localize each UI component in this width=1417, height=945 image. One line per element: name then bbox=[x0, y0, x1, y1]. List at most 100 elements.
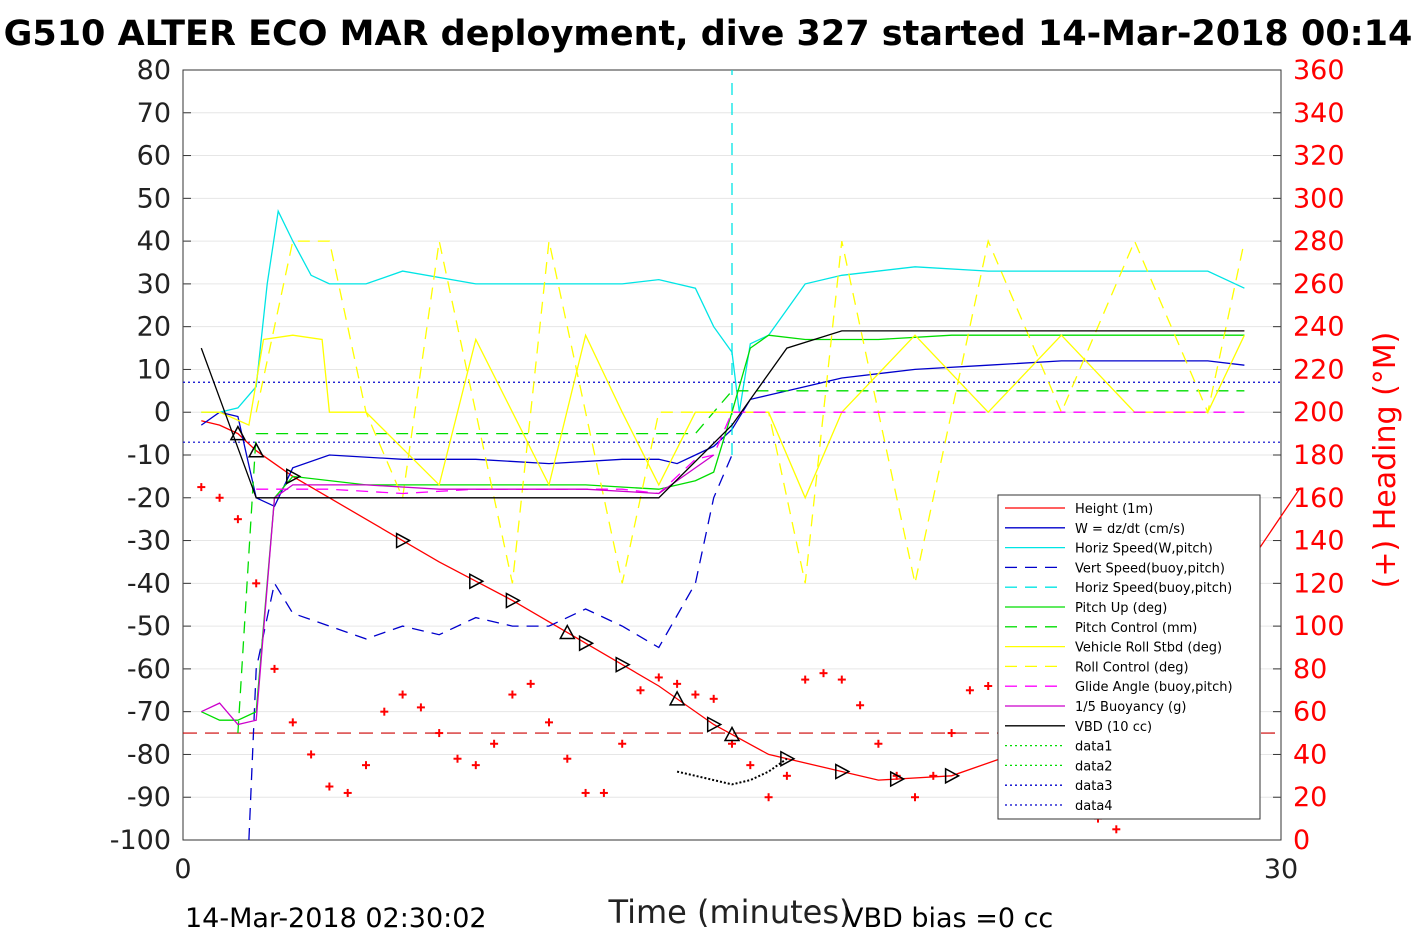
legend-entry: Vehicle Roll Stbd (deg) bbox=[1005, 641, 1222, 656]
heading-point bbox=[819, 669, 828, 678]
legend-label: data3 bbox=[1075, 779, 1113, 794]
series-line bbox=[201, 333, 1245, 500]
heading-point bbox=[215, 493, 224, 502]
y-tick-label: 70 bbox=[137, 98, 171, 129]
heading-point bbox=[435, 729, 444, 738]
triangle-right-marker bbox=[889, 770, 906, 788]
legend-label: Vehicle Roll Stbd (deg) bbox=[1075, 641, 1222, 656]
legend-label: Pitch Control (mm) bbox=[1075, 621, 1197, 636]
heading-point bbox=[526, 679, 535, 688]
series-line bbox=[237, 390, 1245, 734]
heading-point bbox=[636, 686, 645, 695]
series-line bbox=[200, 360, 1245, 508]
y-right-tick-label: 260 bbox=[1293, 269, 1345, 300]
marker-path bbox=[676, 757, 788, 786]
triangle-up-marker bbox=[723, 725, 741, 742]
y-tick-label: 30 bbox=[137, 269, 171, 300]
y-right-tick-label: 140 bbox=[1293, 526, 1345, 557]
heading-point bbox=[654, 673, 663, 682]
legend-label: Roll Control (deg) bbox=[1075, 660, 1189, 675]
heading-point bbox=[471, 761, 480, 770]
triangle-up-marker bbox=[229, 425, 247, 441]
y-axis-left-ticks: 80 70 60 50 40 30 20 10 0 -10 -20 -30 -40 -50 -60 -70 -8… bbox=[110, 55, 191, 856]
heading-point bbox=[837, 675, 846, 684]
legend-entry: data2 bbox=[1005, 759, 1113, 774]
plot-area bbox=[182, 69, 1300, 841]
y-tick-label: -70 bbox=[127, 697, 171, 728]
heading-point bbox=[691, 690, 700, 699]
heading-point bbox=[362, 761, 370, 770]
y-tick-label: -20 bbox=[127, 483, 171, 514]
y-right-tick-label: 100 bbox=[1293, 611, 1345, 642]
heading-point bbox=[673, 679, 682, 688]
heading-point bbox=[252, 579, 261, 588]
legend-label: Height (1m) bbox=[1075, 502, 1153, 517]
series-line bbox=[200, 330, 1245, 499]
y-right-tick-label: 180 bbox=[1293, 440, 1345, 471]
series-line bbox=[256, 411, 1245, 495]
heading-point bbox=[618, 739, 627, 748]
y-tick-label: -30 bbox=[127, 526, 171, 557]
series-line bbox=[255, 238, 1246, 584]
y-right-tick-label: 120 bbox=[1293, 568, 1345, 599]
legend-label: Vert Speed(buoy,pitch) bbox=[1075, 561, 1225, 576]
heading-point bbox=[1112, 825, 1121, 834]
heading-point bbox=[545, 718, 553, 727]
y-right-tick-label: 160 bbox=[1293, 483, 1345, 514]
heading-point bbox=[307, 750, 316, 759]
y-right-tick-label: 40 bbox=[1293, 739, 1327, 770]
heading-point bbox=[764, 793, 773, 802]
legend-label: data1 bbox=[1075, 740, 1113, 755]
y-tick-label: -50 bbox=[127, 611, 171, 642]
x-axis-label: Time (minutes) bbox=[608, 893, 852, 931]
heading-point bbox=[965, 686, 974, 695]
y-right-tick-label: 280 bbox=[1293, 226, 1345, 257]
y-right-tick-label: 220 bbox=[1293, 354, 1345, 385]
legend-label: W = dz/dt (cm/s) bbox=[1075, 522, 1185, 537]
legend-label: Horiz Speed(buoy,pitch) bbox=[1075, 581, 1232, 596]
heading-point bbox=[911, 793, 919, 802]
heading-point bbox=[947, 729, 956, 738]
y-right-tick-label: 320 bbox=[1293, 141, 1345, 172]
legend-entry: W = dz/dt (cm/s) bbox=[1005, 522, 1185, 537]
triangle-right-marker bbox=[615, 656, 631, 673]
heading-point bbox=[343, 788, 352, 797]
y-axis-right-ticks: 3603403203002802602402202001801601401201… bbox=[1273, 55, 1345, 856]
legend-entry: Pitch Up (deg) bbox=[1005, 601, 1167, 616]
triangle-up-marker bbox=[559, 623, 576, 640]
y-tick-label: 20 bbox=[137, 312, 171, 343]
legend-entry: Vert Speed(buoy,pitch) bbox=[1005, 561, 1225, 576]
legend-label: Glide Angle (buoy,pitch) bbox=[1075, 680, 1233, 695]
chart-title: G510 ALTER ECO MAR deployment, dive 327 … bbox=[4, 14, 1413, 54]
y-right-tick-label: 340 bbox=[1293, 98, 1345, 129]
heading-point bbox=[563, 754, 572, 763]
y-axis-right-label: (+) Heading (°M) bbox=[1368, 332, 1403, 589]
legend-entry: Glide Angle (buoy,pitch) bbox=[1005, 680, 1233, 695]
heading-point bbox=[929, 771, 938, 780]
legend-entry: Height (1m) bbox=[1005, 502, 1153, 517]
y-tick-label: 50 bbox=[137, 183, 171, 214]
y-tick-label: -80 bbox=[127, 739, 171, 770]
y-right-tick-label: 0 bbox=[1293, 825, 1310, 856]
footer-vbd-bias: VBD bias =0 cc bbox=[845, 903, 1053, 934]
x-axis-ticks: 0 30 bbox=[174, 854, 1298, 885]
heading-point bbox=[197, 483, 206, 492]
legend-entry: Horiz Speed(W,pitch) bbox=[1005, 542, 1213, 557]
series-line bbox=[248, 454, 733, 841]
legend-label: VBD (10 cc) bbox=[1075, 720, 1152, 735]
legend-entry: Horiz Speed(buoy,pitch) bbox=[1005, 581, 1232, 596]
triangle-right-marker bbox=[505, 592, 521, 609]
y-right-tick-label: 360 bbox=[1293, 55, 1345, 86]
footer-timestamp: 14-Mar-2018 02:30:02 bbox=[185, 903, 487, 934]
y-tick-label: -40 bbox=[127, 568, 171, 599]
heading-point bbox=[782, 771, 791, 780]
y-right-tick-label: 60 bbox=[1293, 697, 1327, 728]
heading-point bbox=[508, 690, 517, 699]
heading-point bbox=[746, 761, 755, 770]
heading-point bbox=[709, 694, 718, 703]
y-tick-label: 10 bbox=[137, 354, 171, 385]
y-right-tick-label: 240 bbox=[1293, 312, 1345, 343]
legend: Height (1m) W = dz/dt (cm/s) Horiz Speed(W… bbox=[997, 494, 1261, 820]
legend-entry: VBD (10 cc) bbox=[1005, 720, 1152, 735]
